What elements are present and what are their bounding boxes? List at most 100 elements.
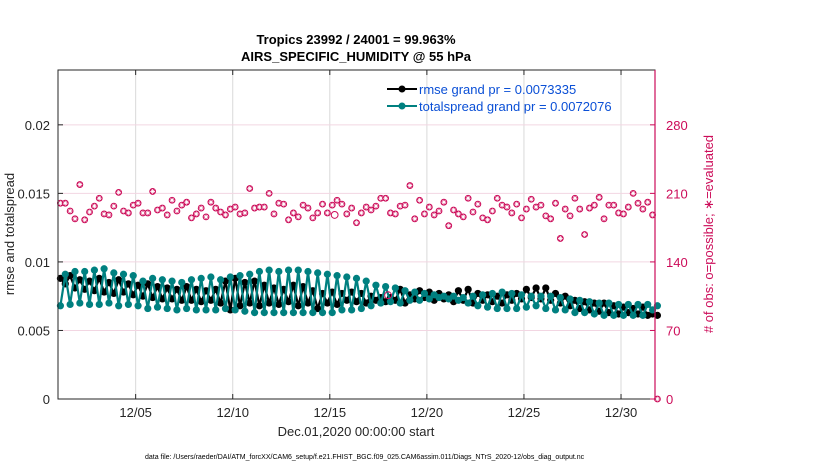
totalspread-point	[294, 266, 302, 274]
totalspread-point	[503, 304, 511, 313]
totalspread-point	[547, 292, 555, 300]
obs-possible-point	[330, 211, 339, 219]
obs-count-point	[348, 204, 356, 212]
obs-count-point	[639, 205, 647, 213]
obs-marker-star	[475, 201, 481, 207]
obs-marker-star	[286, 217, 291, 223]
totalspread-point	[275, 267, 283, 276]
obs-count-point	[391, 210, 399, 218]
totalspread-point	[532, 302, 540, 310]
totalspread-point	[153, 303, 162, 311]
obs-count-point	[353, 219, 360, 227]
obs-marker-star	[650, 212, 655, 218]
totalspread-point	[605, 299, 613, 307]
obs-marker-star	[208, 199, 214, 205]
totalspread-point	[304, 267, 312, 276]
obs-marker-star	[621, 211, 626, 217]
totalspread-point	[367, 302, 375, 310]
totalspread-point	[333, 272, 341, 280]
obs-marker-star	[363, 204, 369, 210]
obs-count-point	[406, 182, 414, 189]
totalspread-point	[90, 266, 99, 274]
rmse-point	[183, 282, 191, 291]
obs-count-point	[333, 196, 341, 204]
obs-marker-star	[407, 183, 413, 188]
y-axis-label-right: # of obs: o=possible; ∗=evaluated	[701, 135, 716, 333]
chart-title-line1: Tropics 23992 / 24001 = 99.963%	[256, 32, 456, 47]
totalspread-point	[255, 267, 264, 276]
rmse-point	[289, 281, 298, 289]
totalspread-point	[241, 307, 249, 315]
totalspread-point	[280, 309, 288, 317]
totalspread-point	[246, 270, 254, 278]
totalspread-point	[178, 278, 186, 287]
totalspread-point	[158, 276, 166, 284]
x-tick-label: 12/05	[119, 405, 152, 420]
totalspread-point	[168, 277, 176, 285]
obs-count-point	[624, 203, 632, 211]
totalspread-point	[610, 311, 618, 319]
totalspread-point	[197, 274, 205, 282]
obs-marker-star	[276, 200, 282, 206]
y-tick-label-right: 0	[666, 392, 673, 407]
obs-marker-star	[368, 207, 374, 213]
obs-count-point	[173, 207, 181, 215]
data-file-footnote: data file: /Users/raeder/DAI/ATM_forcXX/…	[145, 454, 585, 461]
obs-marker-star	[557, 236, 563, 241]
totalspread-point	[105, 299, 113, 307]
totalspread-point	[619, 311, 628, 319]
obs-count-point	[620, 210, 627, 218]
obs-marker-star	[553, 200, 558, 206]
obs-count-point	[323, 209, 331, 217]
obs-marker-star	[125, 210, 131, 216]
obs-marker-star	[247, 186, 253, 191]
totalspread-point	[309, 309, 317, 317]
y-tick-label: 0	[43, 392, 50, 407]
obs-marker-star	[92, 203, 97, 209]
totalspread-point	[624, 300, 632, 309]
obs-count-point	[110, 202, 118, 210]
rmse-point	[284, 298, 293, 306]
obs-count-point	[561, 205, 569, 213]
obs-marker-star	[62, 200, 68, 206]
obs-count-point	[634, 199, 642, 207]
totalspread-point	[634, 300, 642, 309]
obs-marker-star	[528, 196, 534, 202]
obs-marker-star	[189, 215, 194, 221]
obs-count-point	[285, 216, 292, 224]
plot-marks	[56, 181, 662, 403]
obs-marker-star	[587, 205, 592, 211]
obs-count-point	[411, 215, 419, 223]
obs-count-point	[207, 198, 215, 206]
obs-marker-star	[169, 197, 175, 203]
totalspread-point	[590, 310, 598, 318]
obs-count-point	[440, 198, 448, 206]
totalspread-point	[474, 302, 482, 310]
totalspread-point	[449, 292, 458, 300]
obs-marker-star	[320, 201, 325, 207]
obs-marker-star	[509, 210, 515, 216]
totalspread-point	[517, 291, 526, 299]
obs-possible-point	[384, 291, 392, 300]
obs-marker-star	[130, 202, 136, 208]
obs-marker-star	[655, 396, 660, 402]
obs-count-point	[314, 209, 322, 217]
obs-marker-star	[72, 216, 78, 222]
obs-marker-star	[344, 211, 350, 217]
totalspread-point	[386, 298, 395, 306]
rmse-point	[304, 299, 312, 307]
rmse-point	[255, 302, 264, 310]
obs-count-point	[81, 216, 89, 224]
obs-count-point	[212, 204, 220, 212]
totalspread-point	[134, 302, 142, 310]
obs-marker-star	[645, 199, 651, 205]
obs-count-point	[581, 231, 589, 238]
obs-marker-star	[140, 210, 146, 216]
obs-count-point	[290, 209, 297, 217]
obs-marker-star	[310, 215, 316, 221]
obs-marker-star	[523, 206, 529, 212]
obs-marker-star	[358, 210, 364, 216]
totalspread-point	[352, 274, 361, 282]
totalspread-point	[95, 300, 103, 309]
legend: rmse grand pr = 0.0073335 totalspread gr…	[387, 82, 612, 114]
